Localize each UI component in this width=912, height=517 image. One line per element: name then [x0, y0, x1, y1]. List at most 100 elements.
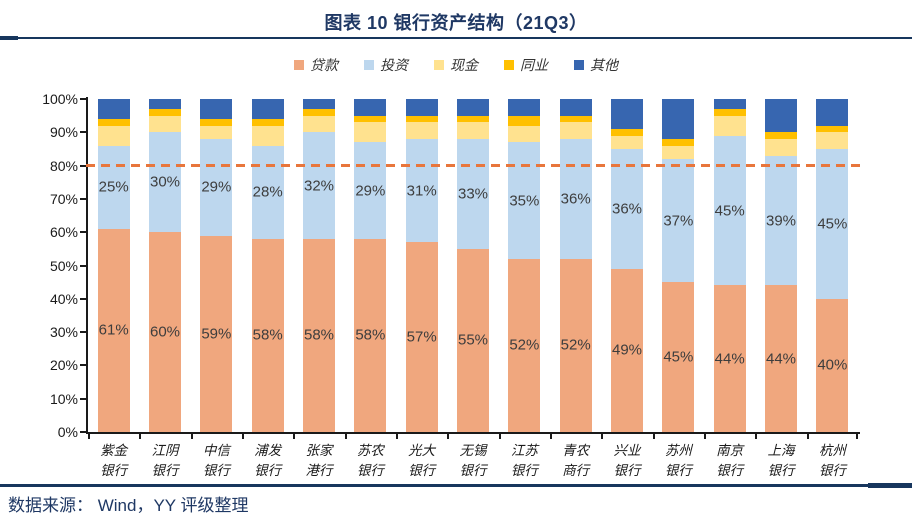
y-tick-mark: [80, 431, 86, 433]
y-axis-line: [86, 97, 88, 434]
x-tick-mark: [755, 434, 758, 439]
x-tick-mark: [242, 434, 244, 439]
x-tick-mark: [190, 434, 193, 439]
bar-segment-investment: 45%: [816, 148, 849, 299]
legend-item-interbank: 同业: [504, 55, 548, 75]
y-tick-mark: [80, 197, 86, 200]
bar-column-8: 55% 33%: [457, 99, 489, 432]
bar-segment-other: [149, 99, 181, 110]
bar-segment-interbank: [508, 115, 541, 126]
segment-value-label: 30%: [149, 173, 181, 191]
bar-segment-loans: 44%: [713, 285, 746, 432]
bar-segment-other: [303, 99, 335, 110]
bar-column-13: 44% 45%: [713, 99, 746, 432]
top-divider: [0, 37, 912, 39]
bar-column-10: 52% 36%: [559, 99, 592, 432]
bar-column-1: 61% 25%: [97, 99, 130, 432]
bar-column-9: 52% 35%: [508, 99, 541, 432]
bar-segment-other: [611, 99, 643, 129]
bar-segment-interbank: [97, 119, 130, 126]
bar-segment-interbank: [765, 132, 797, 139]
bar-column-12: 45% 37%: [662, 99, 695, 432]
legend-item-cash: 现金: [434, 55, 478, 75]
bar-segment-cash: [149, 115, 181, 133]
bar-segment-loans: 58%: [303, 238, 335, 432]
segment-value-label: 29%: [355, 182, 386, 200]
x-tick-mark: [344, 434, 347, 439]
y-tick-mark: [80, 231, 86, 234]
bar-segment-investment: 37%: [662, 158, 695, 283]
segment-value-label: 55%: [457, 331, 489, 349]
legend-label-interbank: 同业: [520, 57, 548, 73]
legend-swatch-investment: [364, 60, 374, 70]
y-tick-label: 40%: [49, 290, 78, 307]
bar-segment-investment: 29%: [200, 138, 233, 236]
bar-column-7: 57% 31%: [405, 99, 438, 432]
x-category-label-15: 杭州 银行: [818, 443, 846, 479]
segment-value-label: 58%: [303, 326, 335, 344]
bar-segment-loans: 40%: [816, 298, 849, 432]
bar-segment-interbank: [354, 115, 387, 123]
x-category-label-11: 兴业 银行: [613, 443, 641, 479]
bar-segment-other: [97, 99, 130, 119]
bar-column-2: 60% 30%: [149, 99, 181, 432]
bar-segment-investment: 31%: [405, 138, 438, 243]
bar-segment-investment: 32%: [303, 132, 335, 239]
y-tick-label: 90%: [49, 124, 78, 141]
x-category-label-5: 张家 港行: [305, 443, 333, 479]
segment-value-label: 44%: [765, 350, 797, 368]
segment-value-label: 29%: [201, 178, 232, 196]
bar-segment-investment: 25%: [97, 145, 130, 229]
x-tick-mark: [704, 434, 706, 439]
x-tick-mark: [447, 434, 450, 439]
legend-item-loans: 贷款: [294, 55, 338, 75]
bar-segment-loans: 61%: [97, 228, 130, 432]
x-tick-mark: [88, 434, 90, 439]
bar-segment-interbank: [303, 109, 335, 116]
bar-segment-loans: 57%: [405, 242, 438, 432]
x-tick-mark: [856, 434, 858, 439]
segment-value-label: 44%: [714, 350, 745, 368]
bar-segment-cash: [405, 122, 438, 139]
x-category-label-14: 上海 银行: [767, 443, 795, 479]
segment-value-label: 32%: [303, 177, 335, 195]
segment-value-label: 59%: [201, 325, 232, 343]
legend-item-investment: 投资: [364, 55, 408, 75]
bar-segment-interbank: [611, 129, 643, 136]
bar-column-5: 58% 32%: [303, 99, 335, 432]
x-category-label-10: 青农 商行: [562, 443, 590, 479]
bar-segment-loans: 52%: [508, 258, 541, 432]
bar-segment-cash: [251, 125, 284, 146]
bar-segment-investment: 30%: [149, 132, 181, 233]
x-tick-mark: [293, 434, 296, 439]
legend: 贷款 投资 现金 同业 其他: [0, 56, 912, 74]
y-tick-label: 20%: [49, 357, 78, 374]
bar-segment-interbank: [457, 115, 489, 123]
segment-value-label: 61%: [98, 321, 129, 339]
bar-segment-cash: [611, 135, 643, 149]
segment-value-label: 45%: [714, 202, 745, 220]
bar-segment-cash: [559, 122, 592, 139]
segment-value-label: 58%: [252, 326, 283, 344]
bar-segment-other: [251, 99, 284, 120]
y-tick-mark: [80, 98, 86, 100]
y-tick-mark: [80, 331, 86, 334]
bar-segment-loans: 44%: [765, 285, 797, 432]
legend-swatch-other: [574, 60, 584, 70]
y-tick-label: 80%: [49, 157, 78, 174]
x-category-label-9: 江苏 银行: [510, 443, 538, 479]
bar-segment-investment: 29%: [354, 142, 387, 239]
legend-item-other: 其他: [574, 55, 618, 75]
bar-segment-loans: 52%: [559, 258, 592, 432]
x-tick-mark: [396, 434, 398, 439]
segment-value-label: 28%: [252, 183, 283, 201]
bar-segment-cash: [200, 125, 233, 139]
bar-segment-investment: 36%: [611, 148, 643, 269]
bar-column-11: 49% 36%: [611, 99, 643, 432]
y-tick-label: 50%: [49, 257, 78, 274]
segment-value-label: 39%: [765, 212, 797, 230]
y-tick-mark: [80, 131, 86, 134]
legend-label-cash: 现金: [450, 57, 478, 73]
x-axis-ticks: [88, 434, 858, 440]
bar-segment-interbank: [816, 125, 849, 133]
